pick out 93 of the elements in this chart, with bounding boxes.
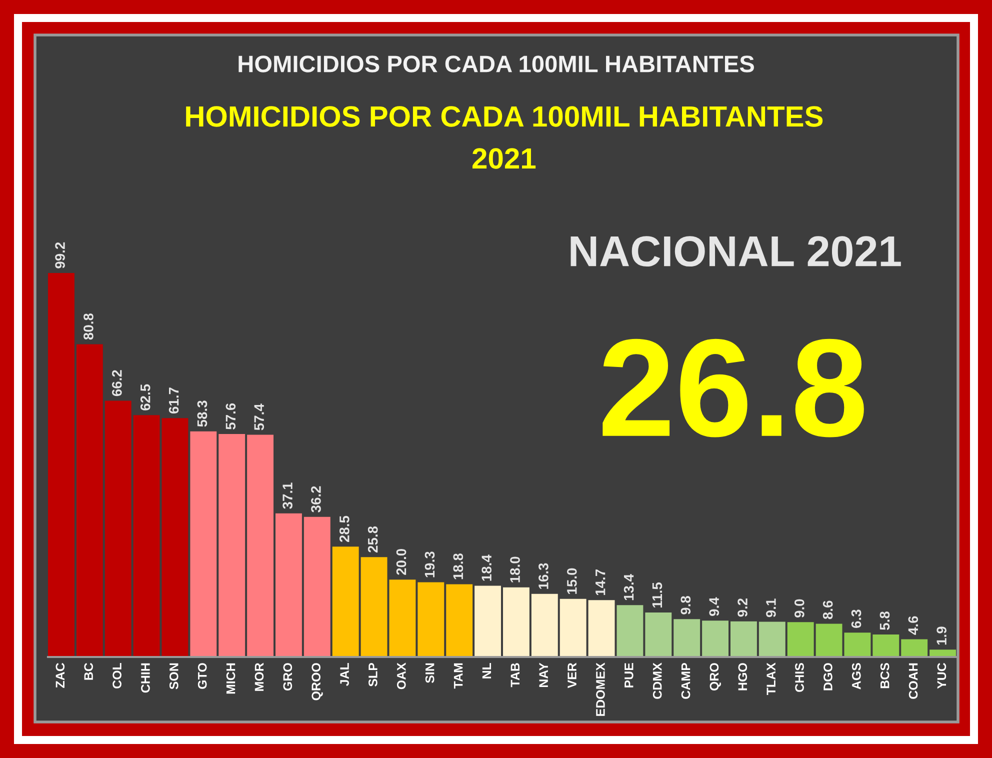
x-tick-label: GTO [198,663,207,689]
data-label: 9.0 [794,599,804,618]
bar [502,587,530,657]
bar [588,600,615,657]
chart-subtitle: HOMICIDIOS POR CADA 100MIL HABITANTES 2021 [186,106,823,169]
bar [560,598,586,657]
bar [531,594,558,657]
data-label: 13.4 [624,574,634,600]
data-label: 1.9 [936,626,947,645]
bar [190,431,217,657]
x-tick-label: TAB [510,663,520,688]
bar [901,639,928,657]
data-label: 66.2 [112,370,122,396]
data-label: 62.5 [140,384,150,410]
data-label: 99.2 [55,242,65,268]
x-tick-label: EDOMEX [596,662,605,716]
bar [645,612,672,657]
data-label: 15.0 [566,568,577,594]
bar [702,620,728,657]
x-tick-label: CAMP [681,662,690,699]
x-tick-label: OAX [396,662,406,690]
annotation: 26.8 [602,338,864,438]
x-tick-label: TLAX [766,662,776,696]
data-label: 14.7 [596,570,606,596]
x-tick-label: VER [568,662,576,688]
data-label: 18.0 [510,556,520,582]
x-tick-label: COL [112,662,122,688]
data-label: 6.3 [851,610,862,628]
x-tick-label: GRO [283,663,292,691]
x-tick-label: MICH [226,663,236,694]
bar [758,622,786,657]
x-tick-label: CDMX [652,662,662,699]
x-tick-label: DGO [824,663,832,690]
bar [418,582,444,657]
x-tick-label: SIN [425,663,434,684]
bar [104,400,132,657]
data-label: 19.3 [424,552,435,578]
bar [872,634,900,657]
data-label: 11.5 [652,582,662,608]
data-label: 25.8 [368,526,378,552]
bar [48,273,74,657]
data-label: 9.8 [680,596,691,614]
data-label: 28.5 [339,516,350,542]
data-label: 58.3 [197,400,208,427]
x-tick-label: COAH [908,663,918,699]
x-tick-label: BC [84,662,94,680]
data-label: 9.4 [709,597,720,616]
x-tick-label: JAL [340,662,349,686]
data-label: 36.2 [311,486,321,512]
data-label: 61.7 [168,388,179,414]
data-label: 20.0 [396,548,406,575]
x-tick-label: QROO [312,663,323,700]
x-tick-label: CHIS [795,663,804,692]
bar [218,434,246,657]
bar [674,619,700,657]
x-tick-label: QRO [710,663,721,691]
data-label: 57.4 [254,404,264,430]
x-tick-label: ZAC [56,662,65,688]
data-label: 57.6 [226,403,236,430]
bar [730,621,757,657]
x-tick-label: MOR [254,662,264,691]
bar [276,513,302,657]
text: NACIONAL 2021 [570,236,901,267]
data-label: 16.3 [538,563,548,589]
x-tick-label: TAM [454,663,463,689]
data-label: 37.1 [282,482,292,509]
data-label: 8.6 [822,600,833,620]
data-label: 4.6 [908,616,918,635]
x-tick-label: AGS [852,663,861,690]
x-tick-label: SLP [368,662,378,687]
x-tick-label: CHIH [141,663,150,693]
data-label: 9.1 [766,598,776,618]
x-tick-label: PUE [624,663,634,688]
bar [474,586,502,657]
data-label: 9.2 [738,598,748,617]
x-tick-label: BCS [880,663,890,688]
x-tick-label: NAY [539,662,548,687]
bar [787,622,814,657]
bar [76,344,103,657]
bar [247,434,274,657]
data-label: 18.8 [453,553,464,580]
x-tick-label: NL [482,662,492,678]
bar [332,546,359,657]
data-label: 18.4 [482,554,492,581]
x-tick-label: YUC [937,662,946,689]
bar [616,605,644,657]
data-label: 5.8 [880,612,890,630]
bar [304,516,330,657]
x-tick-label: HGO [738,663,748,690]
chart-title: HOMICIDIOS POR CADA 100MIL HABITANTES [238,56,754,72]
bar [446,584,473,657]
x-tick-label: SON [169,663,178,690]
data-label: 80.8 [84,313,94,340]
